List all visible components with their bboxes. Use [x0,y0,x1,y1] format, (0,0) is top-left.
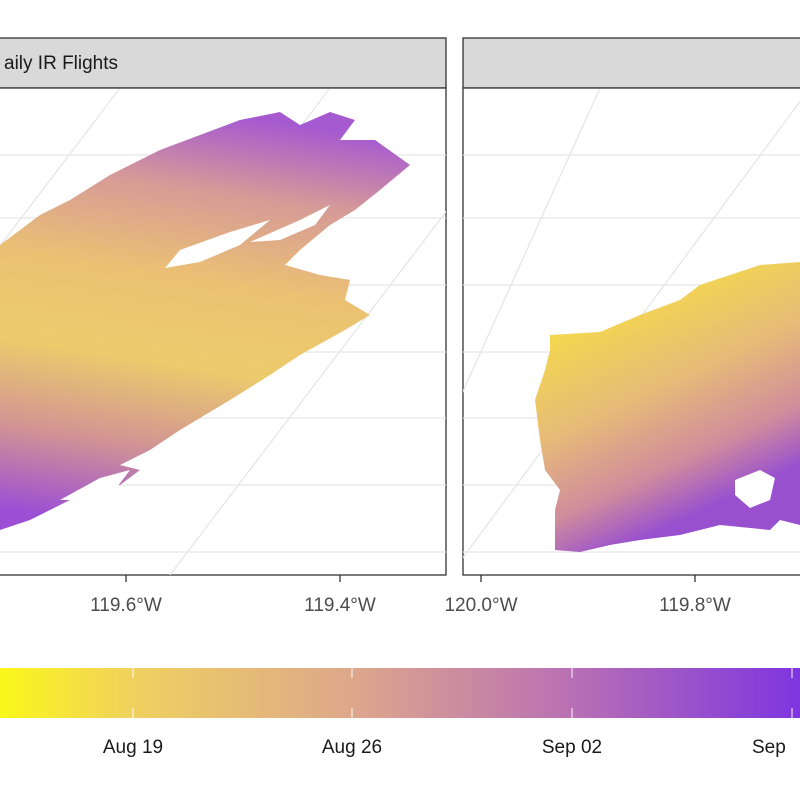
x-tick-label: 119.4°W [304,595,376,616]
x-tick-label: 119.8°W [659,595,731,616]
unburned-island [60,470,130,500]
legend-tick-label: Aug 26 [322,737,382,758]
panel-right: 120.0°W 119.8°W [444,37,800,616]
unburned-island [735,470,775,508]
strip-right [462,37,800,89]
legend-tick-label: Sep 02 [542,737,602,758]
x-tick-label: 119.6°W [90,595,162,616]
colorbar [0,668,800,718]
strip-left [0,37,447,89]
strip-title-left: aily IR Flights [4,53,118,74]
legend-tick-label: Sep [752,737,786,758]
x-tick-label: 120.0°W [444,595,517,616]
unburned-island [165,220,270,268]
fire-perimeter-right [535,262,800,552]
unburned-island [250,205,330,242]
colorbar-legend: Aug 19 Aug 26 Sep 02 Sep [0,668,800,758]
legend-tick-label: Aug 19 [103,737,163,758]
panel-left: aily IR Flights 119.6°W 119.4°W [0,37,447,616]
